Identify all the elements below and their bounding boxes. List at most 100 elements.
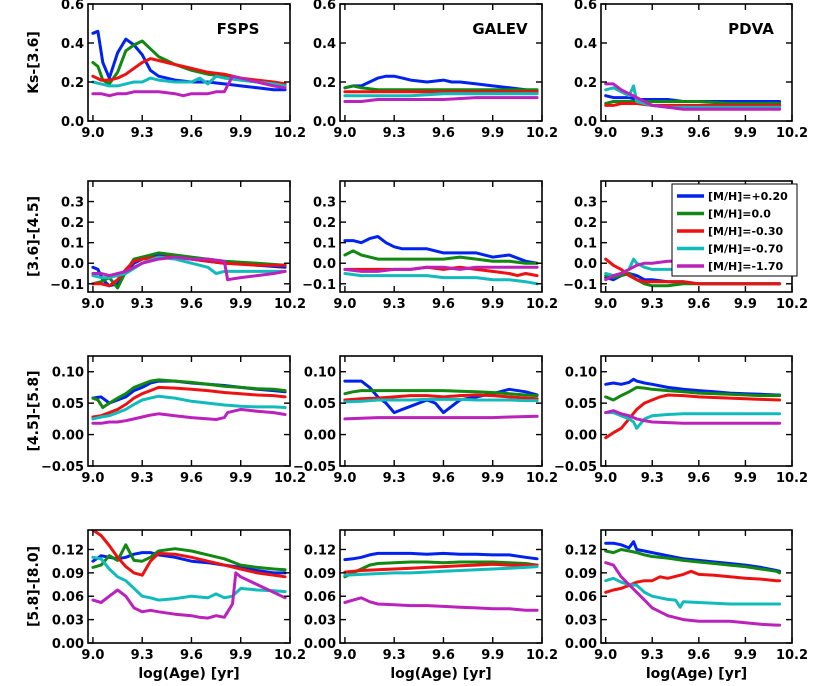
x-tick-label: 10.2 bbox=[776, 126, 808, 141]
x-tick-label: 9.3 bbox=[131, 126, 154, 141]
series-line-r1c1-4 bbox=[343, 265, 539, 273]
y-tick-label: 0.3 bbox=[61, 196, 84, 211]
x-tick-label: 10.2 bbox=[776, 297, 808, 312]
y-tick-label: 0.12 bbox=[565, 543, 597, 558]
x-tick-label: 9.6 bbox=[180, 126, 203, 141]
x-tick-label: 9.6 bbox=[432, 648, 455, 663]
series-line-r0c2-4 bbox=[604, 82, 782, 111]
x-tick-label: 9.0 bbox=[594, 297, 617, 312]
y-tick-label: 0.06 bbox=[304, 590, 336, 605]
axes-frame bbox=[87, 3, 291, 122]
x-tick-label: 9.3 bbox=[383, 471, 406, 486]
axes-frame bbox=[87, 529, 291, 644]
x-tick-label: 9.3 bbox=[383, 126, 406, 141]
x-tick-label: 9.6 bbox=[687, 297, 710, 312]
panel-title: GALEV bbox=[472, 20, 528, 38]
x-axis-label: log(Age) [yr] bbox=[138, 666, 239, 682]
series-line-r1c0-3 bbox=[91, 255, 287, 280]
y-tick-label: 0.09 bbox=[565, 567, 597, 582]
y-tick-label: 0.03 bbox=[565, 614, 597, 629]
series-line-r2c2-3 bbox=[604, 411, 782, 430]
y-tick-label: 0.0 bbox=[313, 115, 336, 130]
y-tick-label: 0.1 bbox=[574, 237, 597, 252]
y-tick-label: 0.10 bbox=[565, 366, 597, 381]
series-line-r3c2-4 bbox=[604, 561, 782, 627]
series-line-r3c1-0 bbox=[343, 551, 539, 562]
series-line-r2c1-2 bbox=[343, 393, 539, 402]
x-tick-label: 10.2 bbox=[526, 126, 558, 141]
y-tick-label: 0.05 bbox=[304, 397, 336, 412]
x-tick-label: 9.0 bbox=[594, 648, 617, 663]
x-tick-label: 9.3 bbox=[131, 471, 154, 486]
x-tick-label: 9.6 bbox=[180, 471, 203, 486]
series-line-r3c2-0 bbox=[604, 540, 782, 573]
y-tick-label: −0.1 bbox=[50, 278, 84, 293]
y-tick-label: 0.12 bbox=[52, 543, 84, 558]
y-axis-label: [5.8]-[8.0] bbox=[26, 546, 42, 627]
series-line-r1c1-0 bbox=[343, 235, 539, 265]
legend-label: [M/H]=-0.30 bbox=[708, 225, 783, 238]
y-tick-label: 0.00 bbox=[304, 637, 336, 652]
y-tick-label: 0.00 bbox=[304, 429, 336, 444]
y-tick-label: −0.05 bbox=[554, 460, 597, 475]
x-tick-label: 9.0 bbox=[333, 471, 356, 486]
series-line-r3c0-4 bbox=[91, 571, 287, 620]
y-tick-label: 0.00 bbox=[52, 637, 84, 652]
series-line-r3c2-2 bbox=[604, 569, 782, 594]
x-tick-label: 9.9 bbox=[229, 648, 252, 663]
y-tick-label: 0.4 bbox=[574, 37, 597, 52]
y-axis-label: [4.5]-[5.8] bbox=[26, 370, 42, 451]
x-tick-label: 9.3 bbox=[383, 297, 406, 312]
series-line-r0c0-0 bbox=[91, 29, 287, 92]
series-line-r2c2-1 bbox=[604, 385, 782, 402]
x-tick-label: 9.3 bbox=[641, 471, 664, 486]
x-tick-label: 9.6 bbox=[432, 297, 455, 312]
series-line-r1c0-4 bbox=[91, 255, 287, 282]
x-tick-label: 9.6 bbox=[687, 648, 710, 663]
x-tick-label: 10.2 bbox=[274, 297, 306, 312]
x-tick-label: 9.6 bbox=[687, 471, 710, 486]
series-line-r0c2-1 bbox=[604, 100, 782, 105]
x-tick-label: 9.9 bbox=[481, 297, 504, 312]
x-axis-label: log(Age) [yr] bbox=[646, 666, 747, 682]
y-tick-label: −0.05 bbox=[293, 460, 336, 475]
y-tick-label: 0.05 bbox=[52, 397, 84, 412]
y-tick-label: 0.4 bbox=[313, 37, 336, 52]
series-line-r0c0-4 bbox=[91, 74, 287, 98]
y-tick-label: 0.3 bbox=[574, 196, 597, 211]
y-tick-label: 0.2 bbox=[574, 76, 597, 91]
y-tick-label: 0.00 bbox=[565, 637, 597, 652]
series-line-r2c1-4 bbox=[343, 414, 539, 421]
series-line-r2c2-2 bbox=[604, 393, 782, 440]
x-tick-label: 9.0 bbox=[81, 297, 104, 312]
y-tick-label: 0.09 bbox=[52, 567, 84, 582]
series-line-r0c1-0 bbox=[343, 74, 539, 94]
y-tick-label: 0.6 bbox=[313, 0, 336, 13]
legend-label: [M/H]=0.0 bbox=[708, 208, 771, 221]
panel-title: PDVA bbox=[728, 20, 774, 38]
series-line-r2c1-3 bbox=[343, 397, 539, 404]
x-tick-label: 9.0 bbox=[81, 648, 104, 663]
series-line-r3c1-3 bbox=[343, 565, 539, 577]
y-tick-label: 0.03 bbox=[52, 614, 84, 629]
axes-frame bbox=[339, 529, 543, 644]
y-tick-label: 0.3 bbox=[313, 196, 336, 211]
y-tick-label: −0.05 bbox=[41, 460, 84, 475]
x-tick-label: 9.9 bbox=[481, 648, 504, 663]
y-tick-label: 0.2 bbox=[61, 76, 84, 91]
y-tick-label: 0.0 bbox=[574, 115, 597, 130]
y-tick-label: 0.1 bbox=[61, 237, 84, 252]
y-tick-label: 0.06 bbox=[52, 590, 84, 605]
series-line-r1c1-3 bbox=[343, 272, 539, 286]
series-line-r2c2-4 bbox=[604, 409, 782, 425]
panel-title: FSPS bbox=[217, 20, 260, 38]
y-tick-label: 0.09 bbox=[304, 567, 336, 582]
x-tick-label: 9.6 bbox=[432, 126, 455, 141]
x-tick-label: 9.3 bbox=[383, 648, 406, 663]
y-tick-label: 0.2 bbox=[313, 76, 336, 91]
series-line-r3c1-4 bbox=[343, 596, 539, 612]
x-tick-label: 10.2 bbox=[526, 471, 558, 486]
y-tick-label: 0.05 bbox=[565, 397, 597, 412]
series-line-r2c0-2 bbox=[91, 385, 287, 419]
x-tick-label: 9.9 bbox=[481, 471, 504, 486]
